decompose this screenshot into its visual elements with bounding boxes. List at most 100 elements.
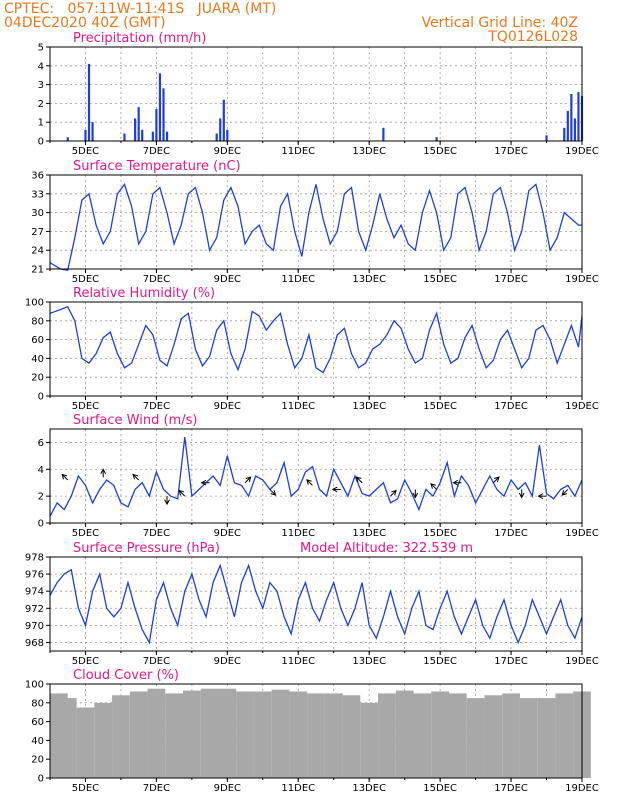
wind-arrow bbox=[61, 473, 69, 481]
x-tick-label: 15DEC bbox=[423, 274, 457, 285]
y-tick-label: 976 bbox=[25, 570, 44, 581]
y-tick-label: 100 bbox=[25, 680, 44, 691]
x-tick-label: 17DEC bbox=[494, 274, 528, 285]
precip-bar bbox=[162, 88, 165, 141]
model-id: TQ0126L028 bbox=[488, 29, 578, 45]
x-tick-label: 7DEC bbox=[143, 656, 170, 667]
grid-line-note: Vertical Grid Line: 40Z bbox=[421, 15, 578, 31]
wind-arrow bbox=[390, 489, 397, 497]
y-tick-label: 3 bbox=[38, 80, 44, 91]
cloud-bar bbox=[360, 702, 379, 778]
wind-arrow bbox=[100, 468, 107, 478]
x-tick-label: 19DEC bbox=[565, 146, 599, 157]
precip-bar bbox=[577, 92, 580, 141]
y-tick-label: 0 bbox=[38, 774, 44, 785]
pres-series-line bbox=[49, 563, 583, 645]
y-tick-label: 60 bbox=[31, 717, 44, 728]
cloud-bar bbox=[324, 693, 343, 778]
x-tick-label: 13DEC bbox=[352, 528, 386, 539]
x-tick-label: 5DEC bbox=[72, 656, 99, 667]
x-tick-label: 13DEC bbox=[352, 656, 386, 667]
x-tick-label: 11DEC bbox=[281, 783, 315, 794]
y-tick-label: 4 bbox=[38, 465, 44, 476]
panel-frame-pres bbox=[49, 556, 583, 652]
panel-title-rh: Relative Humidity (%) bbox=[73, 286, 215, 301]
x-tick-label: 15DEC bbox=[423, 783, 457, 794]
x-tick-label: 19DEC bbox=[565, 656, 599, 667]
cloud-bar bbox=[236, 691, 254, 778]
panel-title-precip: Precipitation (mm/h) bbox=[73, 31, 206, 46]
cloud-bar bbox=[342, 695, 361, 778]
precip-bar bbox=[165, 131, 169, 141]
precip-bar bbox=[141, 129, 144, 141]
wind-arrow bbox=[518, 489, 525, 499]
panel-frame-cloud bbox=[49, 683, 583, 779]
rh-series-line bbox=[49, 305, 583, 374]
cloud-bar bbox=[183, 690, 201, 778]
x-tick-label: 9DEC bbox=[214, 528, 241, 539]
y-tick-label: 80 bbox=[31, 698, 44, 709]
x-tick-label: 17DEC bbox=[494, 146, 528, 157]
precip-bar bbox=[158, 73, 162, 141]
wind-arrow bbox=[355, 476, 363, 484]
wind-arrow bbox=[452, 479, 462, 486]
x-tick-label: 15DEC bbox=[423, 401, 457, 412]
wind-arrow bbox=[492, 476, 500, 484]
y-tick-label: 60 bbox=[31, 335, 44, 346]
x-tick-label: 5DEC bbox=[72, 401, 99, 412]
panel-title-cloud: Cloud Cover (%) bbox=[73, 668, 179, 683]
panel-title-temp: Surface Temperature (nC) bbox=[73, 159, 241, 174]
y-tick-label: 30 bbox=[31, 208, 44, 219]
x-tick-label: 17DEC bbox=[494, 528, 528, 539]
x-tick-label: 9DEC bbox=[214, 401, 241, 412]
cloud-bar bbox=[76, 707, 95, 778]
y-tick-label: 0 bbox=[38, 392, 44, 403]
precip-bar bbox=[570, 94, 573, 141]
x-tick-label: 17DEC bbox=[494, 656, 528, 667]
x-tick-label: 9DEC bbox=[214, 146, 241, 157]
x-tick-label: 7DEC bbox=[143, 783, 170, 794]
x-tick-label: 19DEC bbox=[565, 783, 599, 794]
cloud-bar bbox=[555, 693, 574, 778]
cloud-bar bbox=[200, 688, 219, 778]
x-tick-label: 7DEC bbox=[143, 401, 170, 412]
x-tick-label: 9DEC bbox=[214, 783, 241, 794]
cloud-bar bbox=[413, 693, 432, 778]
y-tick-label: 6 bbox=[38, 438, 44, 449]
y-tick-label: 27 bbox=[31, 227, 44, 238]
wind-arrow bbox=[306, 479, 313, 486]
cloud-bar bbox=[147, 688, 166, 778]
wind-series-line bbox=[49, 437, 583, 517]
wind-arrow bbox=[430, 483, 437, 490]
cloud-bar bbox=[289, 691, 308, 778]
y-tick-label: 978 bbox=[25, 553, 44, 564]
cloud-bar bbox=[253, 691, 272, 778]
panel-frame-wind bbox=[49, 428, 583, 524]
wind-arrow bbox=[331, 486, 341, 493]
cloud-bar bbox=[218, 688, 237, 778]
panel-frame-temp bbox=[49, 174, 583, 270]
wind-arrow bbox=[178, 489, 186, 497]
wind-arrow bbox=[200, 479, 210, 486]
wind-arrow bbox=[132, 473, 140, 481]
x-tick-label: 13DEC bbox=[352, 783, 386, 794]
y-tick-label: 100 bbox=[25, 298, 44, 309]
wind-arrow bbox=[164, 496, 170, 506]
y-tick-label: 4 bbox=[38, 61, 44, 72]
y-tick-label: 2 bbox=[38, 99, 44, 110]
precip-bar bbox=[226, 129, 229, 141]
precip-bar bbox=[215, 133, 218, 141]
precip-bar bbox=[134, 118, 137, 141]
temp-series-line bbox=[49, 183, 582, 272]
precip-bar bbox=[87, 63, 91, 141]
wind-arrow bbox=[412, 489, 419, 499]
panel-title-wind: Surface Wind (m/s) bbox=[73, 413, 197, 428]
y-tick-label: 0 bbox=[38, 137, 44, 148]
precip-bar bbox=[155, 109, 158, 141]
date-header: 04DEC2020 40Z (GMT) bbox=[4, 15, 166, 31]
x-tick-label: 7DEC bbox=[143, 274, 170, 285]
y-tick-label: 970 bbox=[25, 621, 44, 632]
wind-arrow bbox=[561, 489, 569, 496]
